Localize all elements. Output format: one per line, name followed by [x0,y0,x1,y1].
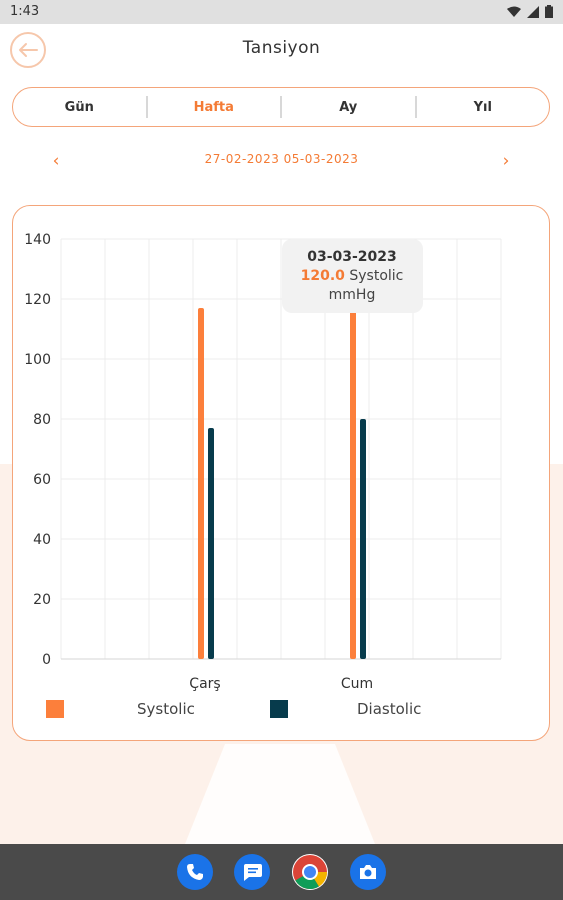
legend-systolic-swatch [46,700,64,718]
tooltip-value-line: 120.0 Systolic [301,268,404,284]
chart-card: 0 20 40 60 80 100 120 140 Çarş Cum Systolic Diastol… [12,205,550,741]
y-tick-label: 140 [24,232,51,248]
y-tick-label: 120 [24,292,51,308]
tooltip-box [282,239,423,313]
decorative-shape [185,744,375,844]
tab-divider [280,96,282,118]
blood-pressure-chart: 0 20 40 60 80 100 120 140 Çarş Cum Systolic Diastol… [24,232,502,718]
date-range: 27-02-2023 05-03-2023 [204,152,359,166]
tab-week[interactable]: Hafta [193,99,234,115]
phone-icon[interactable] [177,854,213,890]
y-tick-label: 0 [42,652,51,668]
y-tick-label: 80 [33,412,51,428]
legend-diastolic-swatch [270,700,288,718]
status-time: 1:43 [10,4,40,19]
chevron-right-icon: › [502,151,510,171]
tooltip-unit: mmHg [329,287,376,303]
legend-diastolic-label: Diastolic [357,700,421,718]
period-tabs: Gün Hafta Ay Yıl [12,87,550,127]
next-week-button[interactable]: › [493,148,519,174]
messages-icon[interactable] [234,854,270,890]
chevron-left-icon: ‹ [52,151,60,171]
diastolic-bar [360,419,366,659]
legend-systolic-label: Systolic [137,700,195,718]
status-bar: 1:43 [0,0,563,24]
systolic-bar [350,299,356,659]
back-arrow-icon [19,43,38,57]
systolic-bar [198,308,204,659]
tab-divider [414,96,417,118]
status-icons [507,5,553,18]
back-button[interactable] [10,32,46,68]
tab-day[interactable]: Gün [64,99,94,115]
battery-icon [545,5,553,18]
tab-year[interactable]: Yıl [473,99,492,115]
page-title: Tansiyon [242,38,321,58]
tooltip-series: Systolic [345,268,403,284]
camera-icon[interactable] [350,854,386,890]
y-tick-label: 100 [24,352,51,368]
y-tick-label: 20 [33,592,51,608]
diastolic-bar [208,428,214,659]
y-tick-label: 40 [33,532,51,548]
signal-icon [527,5,539,18]
tooltip-date: 03-03-2023 [307,249,397,265]
y-tick-label: 60 [33,472,51,488]
wifi-icon [507,6,521,17]
previous-week-button[interactable]: ‹ [43,148,69,174]
x-tick-label: Cum [341,676,373,692]
tab-divider [145,96,148,118]
tab-month[interactable]: Ay [339,99,358,115]
tooltip-value: 120.0 [301,268,346,284]
app-dock [0,844,563,900]
chrome-icon[interactable] [292,854,328,890]
x-tick-label: Çarş [189,676,220,692]
date-navigation: ‹ 27-02-2023 05-03-2023 › [0,148,563,174]
